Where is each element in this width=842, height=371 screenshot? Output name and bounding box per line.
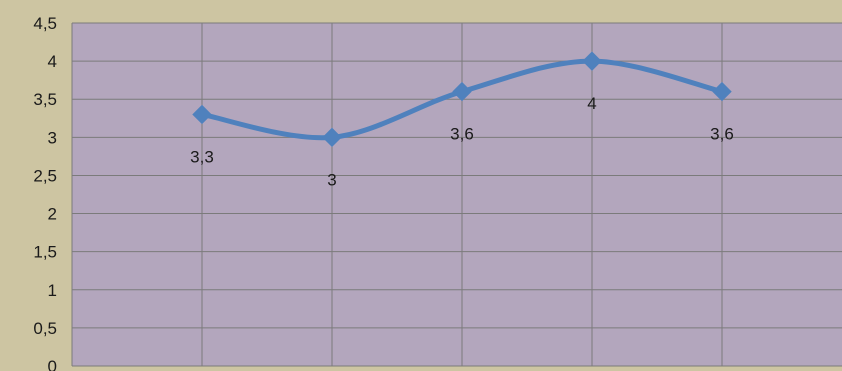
data-point-marker <box>582 51 602 71</box>
y-axis-tick-labels: 0 0,5 1 1,5 2 2,5 3 3,5 4 4,5 <box>33 14 57 371</box>
data-point-marker <box>712 81 732 102</box>
y-tick-label: 0 <box>48 357 57 371</box>
y-tick-label: 4,5 <box>33 14 57 33</box>
y-tick-label: 3 <box>48 128 57 147</box>
data-point-marker <box>452 81 472 102</box>
data-point-marker <box>322 127 342 148</box>
data-label: 4 <box>587 94 596 113</box>
data-label: 3,6 <box>710 125 734 144</box>
data-label: 3,6 <box>450 125 474 144</box>
plot-area <box>72 23 842 366</box>
y-tick-label: 4 <box>48 52 57 71</box>
y-tick-label: 0,5 <box>33 319 57 338</box>
y-tick-label: 1,5 <box>33 243 57 262</box>
y-tick-label: 2 <box>48 205 57 224</box>
data-label: 3 <box>327 170 336 189</box>
data-label: 3,3 <box>190 147 214 166</box>
y-tick-label: 1 <box>48 281 57 300</box>
data-markers <box>192 51 732 148</box>
data-point-marker <box>192 104 212 125</box>
y-tick-label: 3,5 <box>33 90 57 109</box>
y-tick-label: 2,5 <box>33 166 57 185</box>
data-labels: 3,3 3 3,6 4 3,6 <box>190 94 734 189</box>
gridlines <box>71 22 842 367</box>
